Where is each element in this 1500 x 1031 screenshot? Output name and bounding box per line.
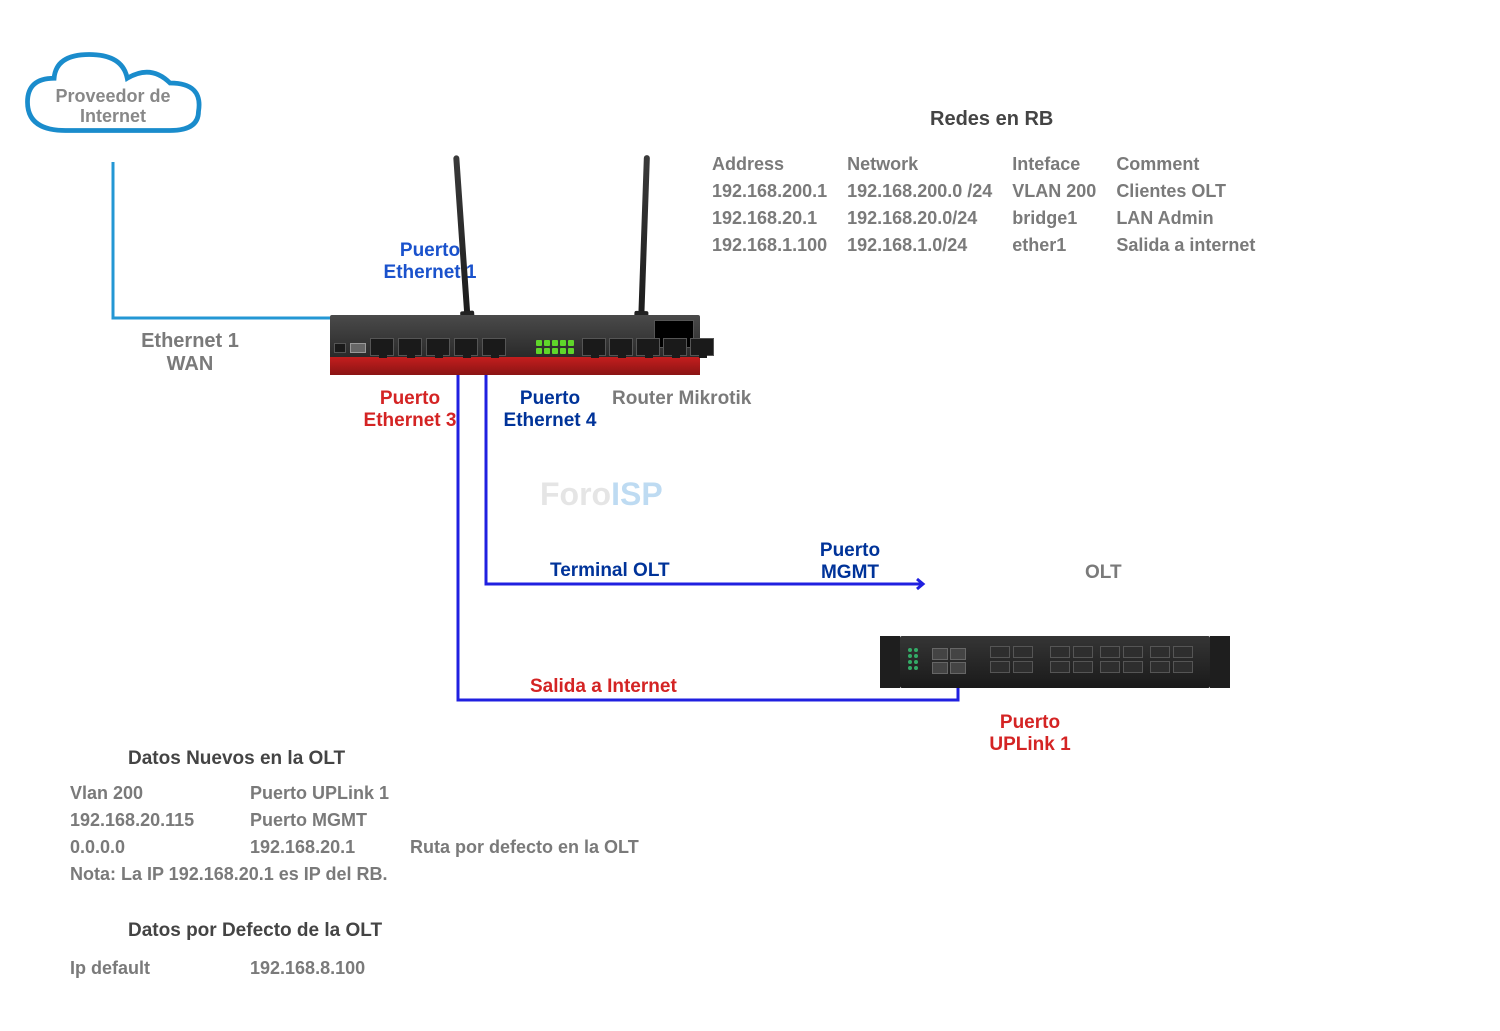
cloud-label-1: Proveedor de: [55, 86, 170, 106]
rb-networks-table: Address Network Inteface Comment 192.168…: [710, 150, 1275, 260]
th-comment: Comment: [1116, 152, 1273, 177]
table-row: 192.168.1.100 192.168.1.0/24 ether1 Sali…: [712, 233, 1273, 258]
label-terminal-olt: Terminal OLT: [550, 560, 670, 582]
table-row: 192.168.20.1 192.168.20.0/24 bridge1 LAN…: [712, 206, 1273, 231]
watermark: ForoISP: [540, 476, 663, 513]
table-header-row: Address Network Inteface Comment: [712, 152, 1273, 177]
antenna-icon: [638, 155, 650, 325]
label-puerto-mgmt: Puerto MGMT: [800, 540, 900, 584]
label-eth1-wan: Ethernet 1 WAN: [120, 330, 260, 376]
label-puerto-eth3: Puerto Ethernet 3: [350, 388, 470, 432]
list-item: Vlan 200Puerto UPLink 1: [70, 780, 639, 807]
olt-note: Nota: La IP 192.168.20.1 es IP del RB.: [70, 861, 639, 888]
cloud-internet-provider: Proveedor de Internet: [18, 42, 208, 162]
cloud-label-2: Internet: [80, 106, 146, 126]
th-address: Address: [712, 152, 845, 177]
olt-device: [900, 636, 1210, 688]
olt-default-data-block: Datos por Defecto de la OLT Ip default 1…: [70, 920, 382, 984]
label-puerto-eth1: Puerto Ethernet 1: [370, 240, 490, 284]
list-item: 0.0.0.0192.168.20.1Ruta por defecto en l…: [70, 834, 639, 861]
rb-table-title: Redes en RB: [930, 108, 1053, 131]
olt-new-data-block: Datos Nuevos en la OLT Vlan 200Puerto UP…: [70, 748, 639, 888]
table-row: 192.168.200.1 192.168.200.0 /24 VLAN 200…: [712, 179, 1273, 204]
label-olt-name: OLT: [1085, 562, 1122, 584]
list-item: Ip default 192.168.8.100: [70, 952, 382, 984]
label-salida-internet: Salida a Internet: [530, 676, 677, 698]
olt-new-title: Datos Nuevos en la OLT: [128, 748, 639, 770]
th-interface: Inteface: [1012, 152, 1114, 177]
label-puerto-uplink: Puerto UPLink 1: [970, 712, 1090, 756]
router-mikrotik: [330, 290, 700, 375]
label-router-name: Router Mikrotik: [612, 388, 751, 410]
olt-def-title: Datos por Defecto de la OLT: [128, 920, 382, 942]
label-puerto-eth4: Puerto Ethernet 4: [490, 388, 610, 432]
th-network: Network: [847, 152, 1010, 177]
list-item: 192.168.20.115Puerto MGMT: [70, 807, 639, 834]
